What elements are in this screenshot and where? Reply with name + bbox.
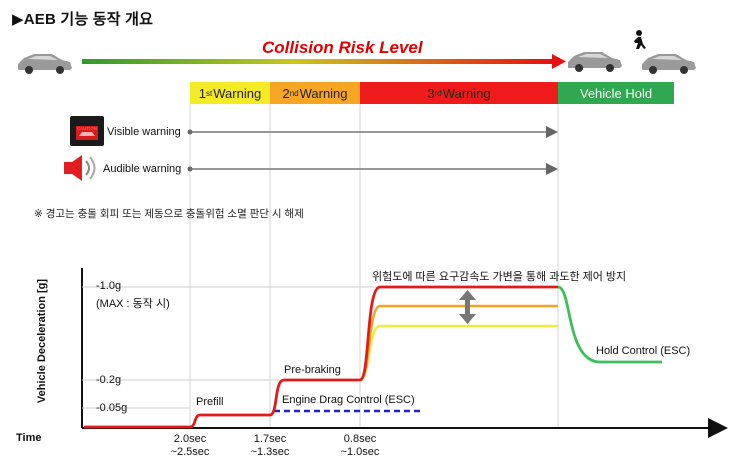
pedestrian-icon: [634, 30, 646, 49]
stage-text: Warning: [299, 85, 348, 101]
variable-range-arrow: [459, 290, 476, 324]
car-icon-far: [642, 54, 696, 74]
stage-ordinal: 2: [282, 85, 290, 101]
caution-badge: CAUTION: [77, 126, 97, 131]
variable-decel-note: 위험도에 따른 요구감속도 가변을 통해 과도한 제어 방지: [372, 271, 627, 283]
stage-ordinal-suffix: rd: [434, 88, 442, 98]
audible-warning-arrow: [187, 163, 558, 175]
speaker-icon: [64, 155, 96, 181]
collision-risk-label: Collision Risk Level: [262, 38, 423, 57]
release-note: ※ 경고는 충돌 회피 또는 제동으로 충돌위험 소멸 판단 시 해제: [34, 208, 304, 220]
stage-ordinal-suffix: st: [206, 88, 213, 98]
car-icon-left: [18, 54, 72, 74]
engine-drag-label: Engine Drag Control (ESC): [282, 394, 415, 406]
y-tick-0-05g: -0.05g: [96, 402, 128, 414]
stage-vehicle-hold: Vehicle Hold: [558, 82, 674, 104]
stage-text: Vehicle Hold: [579, 85, 653, 101]
collision-risk-arrow: [82, 54, 566, 69]
caution-display-icon: [70, 116, 104, 146]
x-axis-label: Time: [16, 432, 42, 444]
stage-text: Warning: [442, 85, 491, 101]
stage-ordinal-suffix: nd: [289, 88, 299, 98]
y-axis-label: Vehicle Deceleration [g]: [36, 278, 48, 404]
hold-control-label: Hold Control (ESC): [596, 345, 691, 357]
stage-ordinal: 3: [427, 85, 435, 101]
pre-braking-label: Pre-braking: [284, 364, 341, 376]
decel-curve-main: [84, 285, 558, 429]
audible-warning-label: Audible warning: [103, 163, 182, 175]
decel-curve-mid: [358, 304, 558, 382]
y-tick-1g: -1.0g: [96, 280, 122, 292]
time-mark-prebraking: 1.7sec ~1.3sec: [250, 433, 290, 458]
visible-warning-arrow: [187, 126, 558, 138]
visible-warning-label: Visible warning: [107, 126, 181, 138]
time-mark-full-braking: 0.8sec ~1.0sec: [340, 433, 380, 458]
page-title: ▶AEB 기능 동작 개요: [12, 11, 154, 28]
car-icon-right: [568, 52, 622, 72]
hold-control-curve: [557, 285, 662, 364]
stage-ordinal: 1: [198, 85, 207, 101]
stage-text: Warning: [213, 85, 262, 101]
prefill-label: Prefill: [196, 396, 224, 408]
decel-curve-low: [359, 324, 558, 382]
y-tick-0-2g: -0.2g: [96, 374, 122, 386]
time-mark-prefill: 2.0sec ~2.5sec: [170, 433, 210, 458]
phase-guides: [189, 104, 559, 428]
max-note: (MAX : 동작 시): [96, 298, 170, 310]
